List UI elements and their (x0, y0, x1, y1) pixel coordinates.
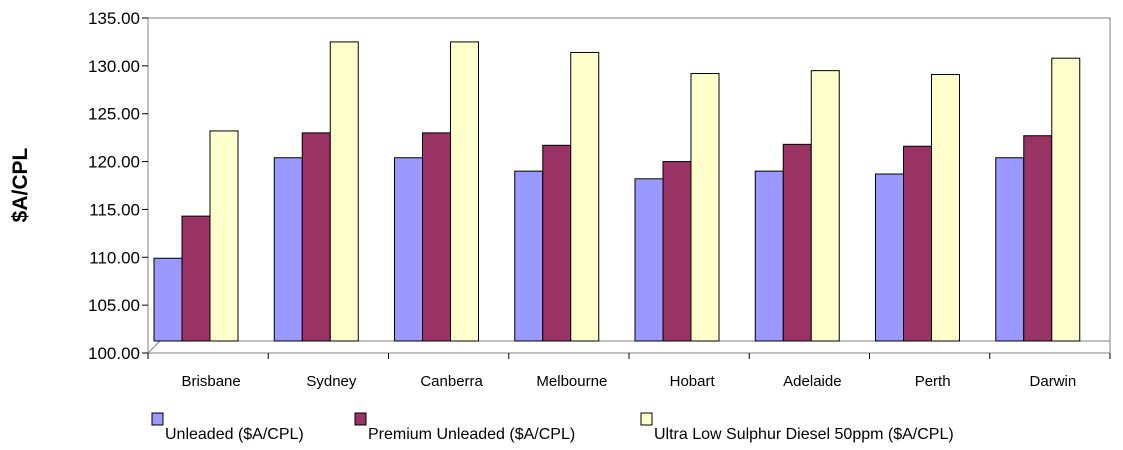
x-tick-label: Melbourne (536, 373, 607, 390)
bar (690, 73, 720, 342)
x-tick-label: Adelaide (783, 373, 841, 390)
bar (273, 157, 303, 342)
x-tick-labels: Brisbane Sydney Canberra Melbourne Hobart Ade… (182, 373, 1077, 390)
y-tick-labels: 100.00 105.00 110.00 115.00 120.00 125.00 130.… (88, 9, 140, 363)
x-tick-label: Brisbane (182, 373, 241, 390)
bar (810, 70, 840, 342)
bar (329, 41, 359, 342)
x-tick-label: Darwin (1030, 373, 1077, 390)
legend: Unleaded ($A/CPL) Premium Unleaded ($A/CP… (151, 412, 954, 443)
bar (662, 161, 692, 342)
y-tick-label: 100.00 (88, 344, 140, 363)
x-tick-label: Canberra (420, 373, 483, 390)
legend-swatch (354, 412, 367, 426)
bar (1023, 135, 1053, 342)
legend-swatch (640, 412, 653, 426)
x-tick-label: Perth (915, 373, 951, 390)
bar (903, 145, 932, 342)
bar (422, 132, 451, 342)
y-tick-label: 130.00 (88, 57, 140, 76)
y-tick-label: 115.00 (89, 200, 140, 219)
bar (995, 157, 1025, 342)
legend-label: Premium Unleaded ($A/CPL) (368, 426, 575, 443)
bar (450, 41, 479, 342)
bar (875, 173, 904, 342)
legend-swatch (151, 412, 164, 426)
legend-label: Ultra Low Sulphur Diesel 50ppm ($A/CPL) (654, 426, 954, 443)
bar (634, 178, 664, 342)
bar (754, 170, 784, 342)
y-axis-title: $A/CPL (9, 147, 32, 222)
y-tick-label: 135.00 (88, 9, 140, 28)
legend-label: Unleaded ($A/CPL) (165, 426, 304, 443)
bars (153, 41, 1081, 342)
bar (514, 170, 544, 342)
bar (542, 144, 572, 342)
bar (301, 132, 331, 342)
bar (1051, 57, 1081, 342)
y-tick-label: 120.00 (88, 153, 140, 172)
x-tick-label: Hobart (670, 373, 716, 390)
y-tick-label: 105.00 (88, 296, 140, 315)
bar (394, 157, 423, 342)
bar (570, 51, 600, 342)
bar (181, 215, 211, 342)
bar (209, 130, 239, 342)
y-tick-label: 125.00 (88, 105, 140, 124)
bar (782, 143, 812, 342)
y-tick-label: 110.00 (89, 248, 140, 267)
bar (931, 73, 960, 342)
bar (153, 257, 183, 342)
floor-edge (147, 340, 161, 354)
x-tick-label: Sydney (306, 373, 357, 390)
